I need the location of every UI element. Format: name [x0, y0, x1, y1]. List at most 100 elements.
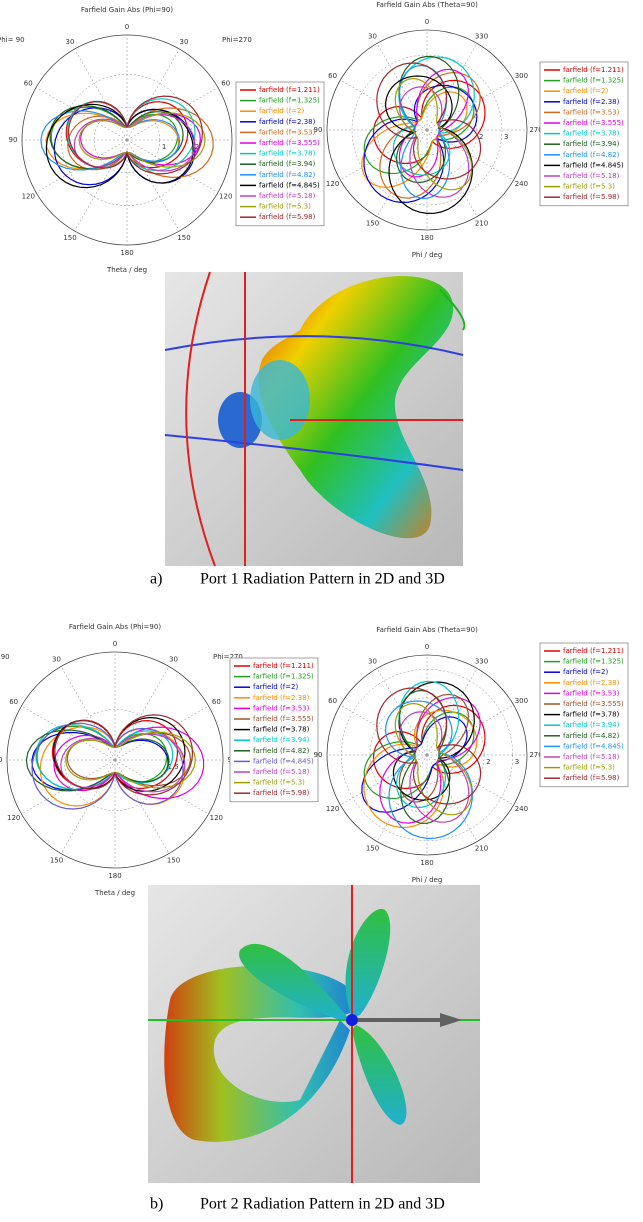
legend-label: farfield (f=4.82) [253, 747, 310, 755]
spoke [127, 140, 180, 231]
angle-label: 210 [475, 845, 488, 853]
angle-label: 180 [420, 859, 433, 867]
angle-label: 90 [9, 136, 18, 144]
spoke [75, 49, 128, 140]
legend-label: farfield (f=5.18) [563, 172, 620, 180]
caption: Port 1 Radiation Pattern in 2D and 3D [200, 571, 445, 588]
plot-title: Farfield Gain Abs (Phi=90) [81, 6, 173, 14]
axis-label: Theta / deg [94, 889, 135, 897]
angle-label: 0 [125, 23, 129, 31]
angle-label: 120 [326, 805, 339, 813]
legend-label: farfield (f=5.98) [259, 213, 316, 221]
radial-tick-label: 1 [162, 143, 166, 151]
spoke [61, 760, 115, 854]
legend-label: farfield (f=5.98) [563, 193, 620, 201]
legend-label: farfield (f=3.94) [253, 736, 310, 744]
angle-label: 30 [66, 38, 75, 46]
angle-label: 90 [314, 126, 323, 134]
angle-label: 150 [50, 856, 63, 864]
legend-label: farfield (f=3.53) [253, 704, 310, 712]
axis-label: Phi / deg [412, 876, 443, 884]
angle-label: 120 [210, 814, 223, 822]
angle-label: 150 [366, 845, 379, 853]
legend-label: farfield (f=3.53) [259, 128, 316, 136]
legend-label: farfield (f=2.38) [259, 118, 316, 126]
angle-label: 210 [475, 220, 488, 228]
angle-label: 60 [9, 698, 18, 706]
angle-label: 120 [219, 193, 232, 201]
angle-label: 30 [169, 656, 178, 664]
legend-label: farfield (f=5.3) [253, 779, 305, 787]
polar-plot: Farfield Gain Abs (Theta=90)033030027024… [314, 1, 628, 259]
caption-label: a) [150, 571, 162, 588]
spoke [75, 140, 128, 231]
angle-label: 60 [24, 80, 33, 88]
radial-tick-label: 3 [504, 133, 508, 141]
angle-label: 180 [108, 872, 121, 880]
legend-label: farfield (f=3.555) [253, 715, 314, 723]
legend-label: farfield (f=1.211) [563, 66, 624, 74]
polar-plot: Farfield Gain Abs (Theta=90)033030027024… [314, 626, 628, 884]
angle-label: 150 [366, 220, 379, 228]
legend-label: farfield (f=3.78) [253, 726, 310, 734]
angle-label: 30 [368, 657, 377, 665]
plot-title: Farfield Gain Abs (Phi=90) [69, 623, 161, 631]
angle-label: 180 [120, 249, 133, 257]
angle-label: 90 [0, 756, 2, 764]
legend-label: farfield (f=2) [253, 683, 298, 691]
legend-label: farfield (f=5.3) [563, 183, 615, 191]
legend-label: farfield (f=5.18) [563, 753, 620, 761]
legend-label: farfield (f=3.94) [563, 721, 620, 729]
3d-view-b [148, 885, 480, 1183]
axis-label: Theta / deg [106, 266, 147, 274]
legend-label: farfield (f=2.38) [563, 679, 620, 687]
radial-tick-label: 3 [515, 758, 519, 766]
legend-label: farfield (f=3.555) [259, 139, 320, 147]
polar-plot: Farfield Gain Abs (Phi=90)03060901201501… [0, 623, 318, 897]
legend-label: farfield (f=4.845) [563, 742, 624, 750]
figure: Farfield Gain Abs (Phi=90)03060901201501… [0, 0, 643, 1222]
axis-label: Phi / deg [412, 251, 443, 259]
angle-label: 120 [326, 180, 339, 188]
legend-label: farfield (f=3.78) [259, 150, 316, 158]
legend-label: farfield (f=5.3) [259, 203, 311, 211]
corner-label: Phi= 90 [0, 36, 25, 44]
angle-label: 240 [515, 805, 528, 813]
legend-label: farfield (f=2) [259, 107, 304, 115]
legend-label: farfield (f=3.53) [563, 689, 620, 697]
angle-label: 300 [515, 72, 528, 80]
caption: Port 2 Radiation Pattern in 2D and 3D [200, 1196, 445, 1213]
spoke [115, 760, 169, 854]
legend-label: farfield (f=4.82) [563, 732, 620, 740]
legend-label: farfield (f=1.325) [259, 97, 320, 105]
legend-label: farfield (f=1.325) [563, 77, 624, 85]
plot-title: Farfield Gain Abs (Theta=90) [376, 626, 478, 634]
legend-label: farfield (f=1.211) [259, 86, 320, 94]
legend-label: farfield (f=3.78) [563, 130, 620, 138]
legend-label: farfield (f=5.18) [259, 192, 316, 200]
angle-label: 180 [420, 234, 433, 242]
caption-label: b) [150, 1196, 163, 1213]
legend-label: farfield (f=3.94) [563, 140, 620, 148]
3d-view-a [165, 272, 464, 566]
angle-label: 240 [515, 180, 528, 188]
legend-label: farfield (f=3.555) [563, 119, 624, 127]
angle-label: 60 [212, 698, 221, 706]
legend-label: farfield (f=5.98) [253, 789, 310, 797]
angle-label: 150 [167, 856, 180, 864]
angle-label: 0 [425, 18, 429, 26]
polar-plot: Farfield Gain Abs (Phi=90)03060901201501… [0, 6, 324, 274]
legend-label: farfield (f=1.325) [253, 673, 314, 681]
legend-label: farfield (f=1.211) [253, 662, 314, 670]
corner-label: Phi=270 [222, 36, 252, 44]
angle-label: 90 [314, 751, 323, 759]
spoke [61, 666, 115, 760]
angle-label: 60 [328, 72, 337, 80]
figure-canvas: Farfield Gain Abs (Phi=90)03060901201501… [0, 0, 643, 1222]
legend-label: farfield (f=3.53) [563, 108, 620, 116]
angle-label: 30 [180, 38, 189, 46]
legend-label: farfield (f=4.845) [259, 181, 320, 189]
angle-label: 60 [221, 80, 230, 88]
legend-label: farfield (f=1.211) [563, 647, 624, 655]
legend-label: farfield (f=4.845) [563, 161, 624, 169]
